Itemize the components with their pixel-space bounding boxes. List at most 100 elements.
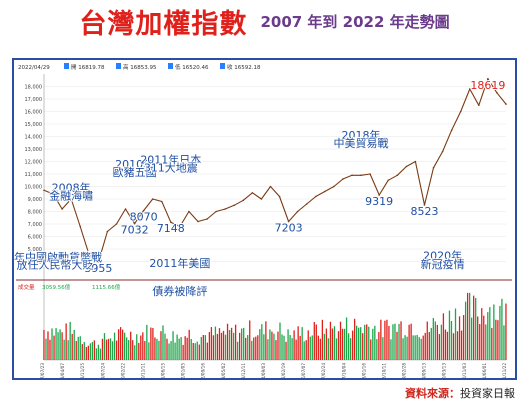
price-point-38 <box>387 179 390 182</box>
volume-bar-101 <box>247 335 249 360</box>
volume-bar-188 <box>422 335 424 360</box>
volume-bar-99 <box>243 327 245 360</box>
x-tick-label-10: 2013/12/11 <box>241 363 246 378</box>
volume-bar-136 <box>317 335 319 360</box>
volume-bar-203 <box>452 333 455 360</box>
price-point-23 <box>251 191 254 194</box>
volume-bar-164 <box>374 325 376 360</box>
price-point-16 <box>188 210 190 213</box>
volume-bar-192 <box>430 327 432 360</box>
volume-bar-178 <box>402 338 404 360</box>
x-tick-label-11: 2014/09/03 <box>261 363 266 378</box>
y-tick-label-9: 13,000 <box>25 147 43 153</box>
volume-bar-165 <box>376 339 378 360</box>
volume-bar-66 <box>176 334 178 360</box>
annotation-9: 7148 <box>157 222 185 235</box>
price-point-26 <box>278 195 281 198</box>
y-tick-label-7: 11,000 <box>25 172 43 178</box>
volume-bar-0 <box>43 329 45 360</box>
volume-bar-195 <box>436 324 439 360</box>
volume-bar-58 <box>160 331 162 360</box>
volume-bar-158 <box>362 333 364 360</box>
x-tick-label-4: 2010/02/22 <box>120 363 125 378</box>
volume-bar-166 <box>378 332 380 360</box>
volume-bar-162 <box>370 339 372 360</box>
volume-bar-94 <box>232 332 235 360</box>
y-tick-label-2: 6,000 <box>28 235 42 241</box>
y-tick-label-14: 18,000 <box>25 85 43 91</box>
x-tick-label-3: 2009/07/24 <box>100 363 105 378</box>
volume-bar-42 <box>128 340 130 360</box>
y-tick-label-13: 17,000 <box>25 97 43 103</box>
price-point-44 <box>441 150 444 153</box>
volume-bar-205 <box>456 331 459 360</box>
volume-bar-18 <box>79 336 81 360</box>
x-tick-label-13: 2016/07/07 <box>301 363 306 378</box>
volume-bar-11 <box>65 323 67 360</box>
price-point-20 <box>224 208 226 210</box>
volume-bar-57 <box>158 340 160 360</box>
volume-bar-125 <box>295 339 297 360</box>
price-point-30 <box>314 195 317 198</box>
x-tick-label-7: 2012/01/05 <box>181 363 186 378</box>
volume-bar-22 <box>87 345 89 360</box>
volume-bar-206 <box>458 316 461 360</box>
legend-swatch-0 <box>64 63 69 69</box>
price-point-37 <box>378 194 380 196</box>
volume-bar-45 <box>134 345 136 360</box>
volume-bar-216 <box>479 324 481 360</box>
volume-sub: 1115.66億 <box>92 283 121 291</box>
volume-bar-78 <box>200 336 202 360</box>
volume-bar-71 <box>186 337 188 360</box>
volume-bar-168 <box>382 337 384 360</box>
volume-bar-175 <box>396 331 398 360</box>
volume-bar-32 <box>107 338 110 360</box>
volume-bar-127 <box>299 335 301 360</box>
price-point-39 <box>396 174 399 177</box>
x-tick-label-2: 2008/11/25 <box>80 363 85 378</box>
volume-bar-14 <box>71 333 73 360</box>
legend-swatch-1 <box>116 63 121 69</box>
annotation-3: 2010年 <box>115 157 154 171</box>
volume-bar-119 <box>283 335 285 360</box>
y-tick-label-0: 4,000 <box>28 260 42 266</box>
volume-bar-74 <box>192 343 194 360</box>
volume-bar-215 <box>477 316 479 360</box>
volume-bar-97 <box>238 332 241 360</box>
volume-bar-65 <box>174 342 176 360</box>
volume-bar-43 <box>130 331 132 360</box>
chart-subtitle: 2007 年到 2022 年走勢圖 <box>260 13 450 31</box>
annotation-20: 2015年中國啟動貨幣戰 <box>14 250 102 264</box>
volume-bar-75 <box>194 343 196 360</box>
volume-bar-15 <box>73 329 75 360</box>
price-point-24 <box>260 198 263 200</box>
price-point-7 <box>106 230 109 233</box>
x-tick-label-5: 2010/11/11 <box>140 363 145 378</box>
volume-bar-163 <box>372 328 374 360</box>
volume-bar-69 <box>182 344 184 360</box>
price-point-41 <box>414 160 417 163</box>
volume-bar-4 <box>51 328 53 360</box>
volume-bar-174 <box>394 323 396 360</box>
volume-bar-111 <box>267 339 269 360</box>
price-point-4 <box>79 225 82 228</box>
annotation-18: 2011年美國 <box>149 256 210 270</box>
volume-bar-145 <box>335 338 338 360</box>
price-point-42 <box>423 204 426 206</box>
volume-bar-89 <box>222 330 225 360</box>
volume-bar-208 <box>462 315 465 360</box>
annotation-19: 債券被降評 <box>152 284 207 298</box>
volume-bar-62 <box>168 343 170 360</box>
volume-bar-131 <box>307 330 309 360</box>
volume-bar-186 <box>418 337 420 360</box>
volume-bar-17 <box>77 336 79 360</box>
volume-bar-219 <box>485 324 487 360</box>
price-point-22 <box>242 199 245 202</box>
price-point-28 <box>296 210 299 213</box>
volume-bar-214 <box>475 298 477 360</box>
volume-bar-161 <box>368 326 370 360</box>
volume-bar-172 <box>390 339 392 360</box>
price-point-17 <box>197 220 199 223</box>
volume-bar-40 <box>123 332 126 360</box>
price-series-line <box>43 78 507 263</box>
